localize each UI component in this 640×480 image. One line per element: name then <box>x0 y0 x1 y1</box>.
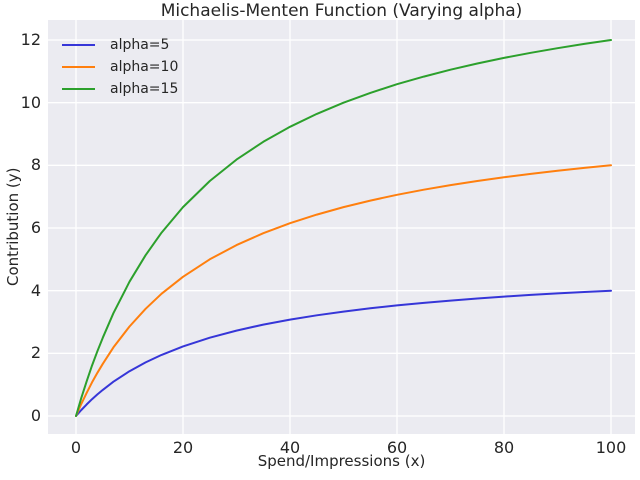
plot-area-background <box>48 20 635 434</box>
y-tick-label: 8 <box>30 155 41 175</box>
y-tick-label: 0 <box>30 406 41 425</box>
y-tick-label: 4 <box>30 280 41 300</box>
y-tick-label: 10 <box>20 92 41 112</box>
series-line-alpha-15 <box>75 39 612 417</box>
legend-item: alpha=15 <box>62 78 178 100</box>
x-tick-label: 100 <box>595 438 627 457</box>
y-tick-label: 12 <box>20 30 41 49</box>
legend-label: alpha=10 <box>110 59 179 75</box>
series-line-alpha-5 <box>75 289 612 417</box>
legend-line-swatch <box>62 66 95 68</box>
y-tick-label: 6 <box>30 218 41 237</box>
legend-line-swatch <box>62 44 95 46</box>
y-tick-label: 2 <box>30 343 41 363</box>
series-line-alpha-10 <box>75 164 612 417</box>
legend-line-swatch <box>62 88 95 90</box>
x-tick-label: 60 <box>386 438 408 457</box>
x-tick-label: 20 <box>172 438 194 457</box>
x-tick-label: 0 <box>70 438 82 457</box>
legend-item: alpha=5 <box>62 34 169 56</box>
x-tick-label: 40 <box>279 438 301 457</box>
x-tick-label: 80 <box>493 438 515 457</box>
chart-title: Michaelis-Menten Function (Varying alpha… <box>160 1 523 21</box>
legend-label: alpha=15 <box>110 81 179 97</box>
x-axis-label: Spend/Impressions (x) <box>257 452 426 470</box>
legend-item: alpha=10 <box>62 56 178 78</box>
legend-label: alpha=5 <box>110 37 170 53</box>
